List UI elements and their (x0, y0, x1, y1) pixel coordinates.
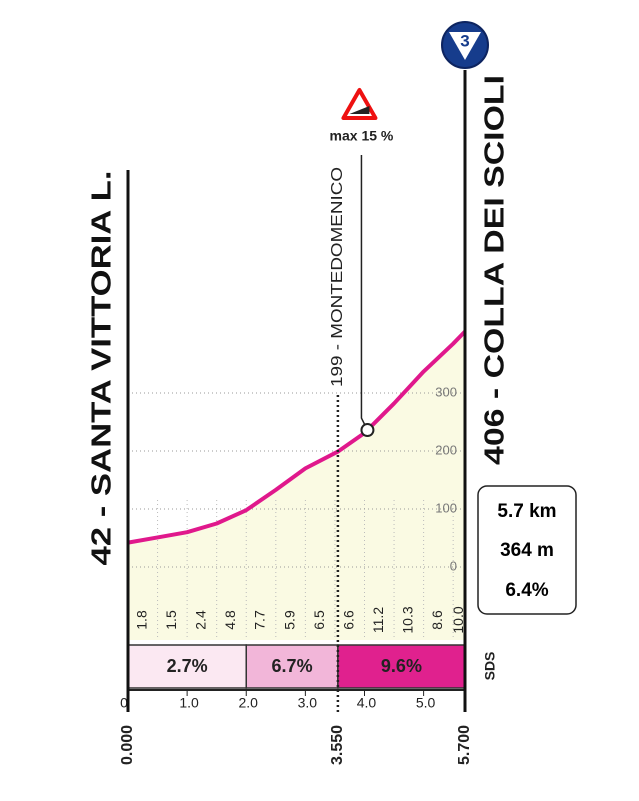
summary-gradient: 6.4% (505, 580, 548, 601)
summary-box (477, 485, 577, 615)
summary-elevation: 364 m (500, 540, 554, 561)
section-label: 2.7% (167, 656, 208, 676)
max-gradient-label: max 15 % (330, 128, 394, 144)
gradient-label: 8.6 (429, 610, 445, 630)
x-tick-label: 2.0 (239, 695, 259, 711)
x-tick-label: 1.0 (179, 695, 199, 711)
gradient-label: 10.0 (450, 606, 466, 633)
x-tick-label: 5.0 (416, 695, 436, 711)
y-tick-label: 0 (450, 558, 457, 573)
profile-line (127, 330, 467, 545)
gradient-label: 10.3 (400, 606, 416, 633)
y-tick-label: 300 (435, 384, 457, 399)
gradient-label: 1.8 (133, 610, 149, 630)
x-tick-label: 4.0 (357, 695, 377, 711)
gradient-label: 6.5 (311, 610, 327, 630)
gradient-label: 11.2 (370, 607, 386, 633)
km-label: 0.000 (119, 725, 136, 765)
badge-inner (449, 32, 481, 60)
finish-label: 406 - COLLA DEI SCIOLI (478, 75, 509, 465)
km-label: 5.700 (456, 725, 473, 765)
max-gradient-point (360, 423, 375, 438)
gradient-label: 6.6 (340, 610, 356, 630)
gradient-label: 2.4 (193, 610, 209, 630)
gradient-section (245, 644, 339, 689)
y-tick-label: 100 (435, 500, 457, 515)
profile-area (128, 331, 465, 640)
km-label: 3.550 (329, 725, 346, 765)
gradient-label: 4.8 (222, 610, 238, 630)
start-label: 42 - SANTA VITTORIA L. (85, 171, 116, 566)
badge-label: 3 (460, 31, 469, 50)
section-label: 6.7% (272, 656, 313, 676)
x-tick-label: 3.0 (298, 695, 318, 711)
waypoint-label: 199 - MONTEDOMENICO (329, 167, 346, 387)
gradient-section (127, 644, 247, 689)
max-gradient-icon-slope (349, 106, 370, 114)
x-tick-label: 0 (120, 695, 128, 711)
max-gradient-leader (360, 155, 369, 431)
y-tick-label: 200 (435, 442, 457, 457)
logo: SDS (482, 652, 498, 681)
gradient-label: 7.7 (252, 610, 268, 630)
gradient-label: 5.9 (281, 610, 297, 630)
gradient-section (337, 644, 466, 689)
summary-distance: 5.7 km (497, 501, 556, 522)
gradient-label: 1.5 (163, 610, 179, 630)
section-label: 9.6% (381, 656, 422, 676)
